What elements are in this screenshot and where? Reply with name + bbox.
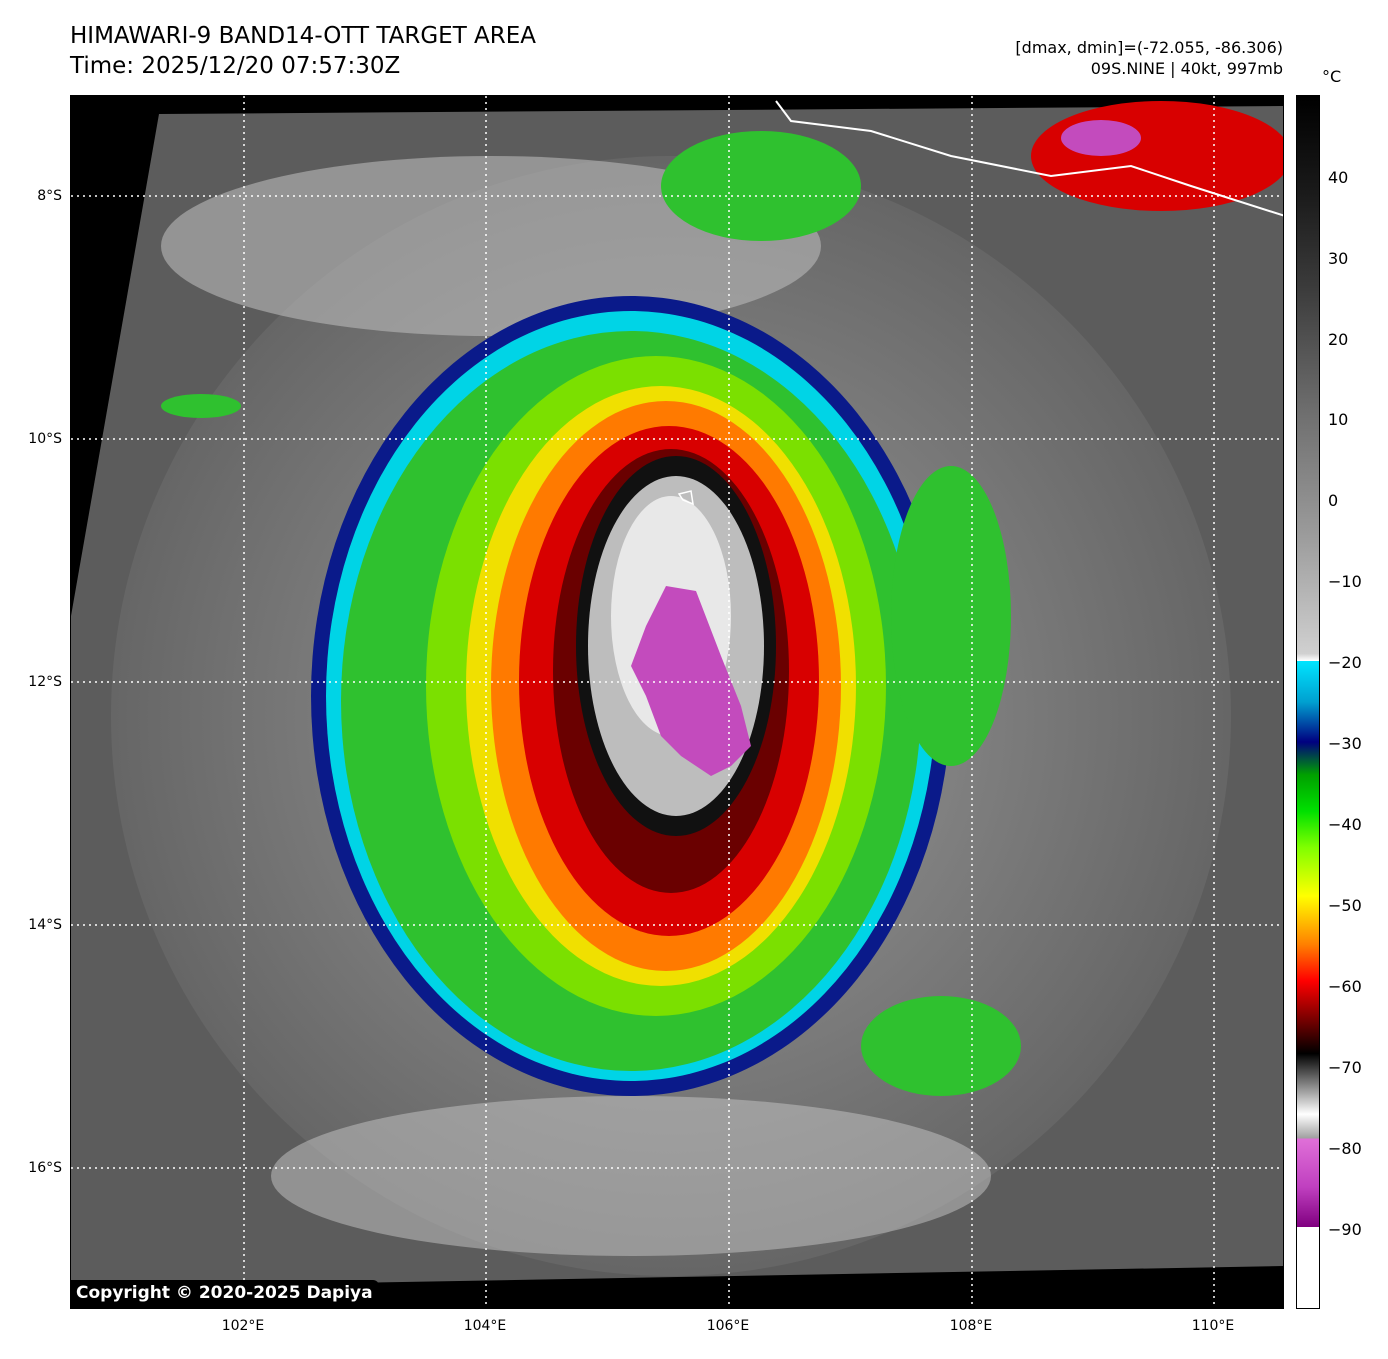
colorbar-tick-minus70: −70 bbox=[1328, 1058, 1362, 1077]
lat-label-14s: 14°S bbox=[28, 917, 62, 933]
colorbar-tick-minus20: −20 bbox=[1328, 653, 1362, 672]
lon-label-108e: 108°E bbox=[949, 1318, 993, 1334]
colorbar-tick-minus60: −60 bbox=[1328, 977, 1362, 996]
satellite-image-map[interactable] bbox=[70, 95, 1284, 1309]
colorbar-tick-0: 0 bbox=[1328, 491, 1339, 510]
colorbar-tick-minus80: −80 bbox=[1328, 1139, 1362, 1158]
convection-ne bbox=[1031, 101, 1283, 211]
lon-label-106e: 106°E bbox=[706, 1318, 750, 1334]
convection-north bbox=[661, 131, 861, 241]
gridlines bbox=[71, 96, 1283, 1308]
lat-label-16s: 16°S bbox=[28, 1160, 62, 1176]
satellite-imagery-svg bbox=[71, 96, 1283, 1308]
colorbar-tick-40: 40 bbox=[1328, 168, 1349, 187]
convection-se bbox=[861, 996, 1021, 1096]
cirrus-band-north bbox=[161, 156, 821, 336]
storm-info: 09S.NINE | 40kt, 997mb bbox=[1090, 59, 1283, 78]
temperature-colorbar bbox=[1296, 95, 1320, 1309]
lat-label-8s: 8°S bbox=[37, 188, 62, 204]
colorbar-tick-30: 30 bbox=[1328, 249, 1349, 268]
dmax-dmin-readout: [dmax, dmin]=(-72.055, -86.306) bbox=[1015, 38, 1283, 57]
colorbar-tick-minus50: −50 bbox=[1328, 896, 1362, 915]
convection-w bbox=[161, 394, 241, 418]
island-outline bbox=[677, 490, 694, 506]
colorbar-tick-minus90: −90 bbox=[1328, 1220, 1362, 1239]
lat-label-10s: 10°S bbox=[28, 431, 62, 447]
title-line-2: Time: 2025/12/20 07:57:30Z bbox=[70, 53, 401, 79]
colorbar-unit: °C bbox=[1322, 67, 1342, 86]
lat-label-12s: 12°S bbox=[28, 674, 62, 690]
cirrus-band-south bbox=[271, 1096, 991, 1256]
lon-label-102e: 102°E bbox=[221, 1318, 265, 1334]
eye-coldest-magenta bbox=[631, 586, 751, 776]
java-coastline bbox=[775, 100, 1283, 217]
lon-label-110e: 110°E bbox=[1191, 1318, 1235, 1334]
colorbar-tick-minus30: −30 bbox=[1328, 734, 1362, 753]
colorbar-tick-minus40: −40 bbox=[1328, 815, 1362, 834]
colorbar-tick-20: 20 bbox=[1328, 330, 1349, 349]
convection-ne-inner bbox=[1061, 120, 1141, 156]
lon-label-104e: 104°E bbox=[463, 1318, 507, 1334]
title-line-1: HIMAWARI-9 BAND14-OTT TARGET AREA bbox=[70, 23, 537, 49]
copyright-notice: Copyright © 2020-2025 Dapiya bbox=[70, 1280, 379, 1306]
convection-e bbox=[891, 466, 1011, 766]
colorbar-tick-10: 10 bbox=[1328, 410, 1349, 429]
colorbar-tick-minus10: −10 bbox=[1328, 572, 1362, 591]
